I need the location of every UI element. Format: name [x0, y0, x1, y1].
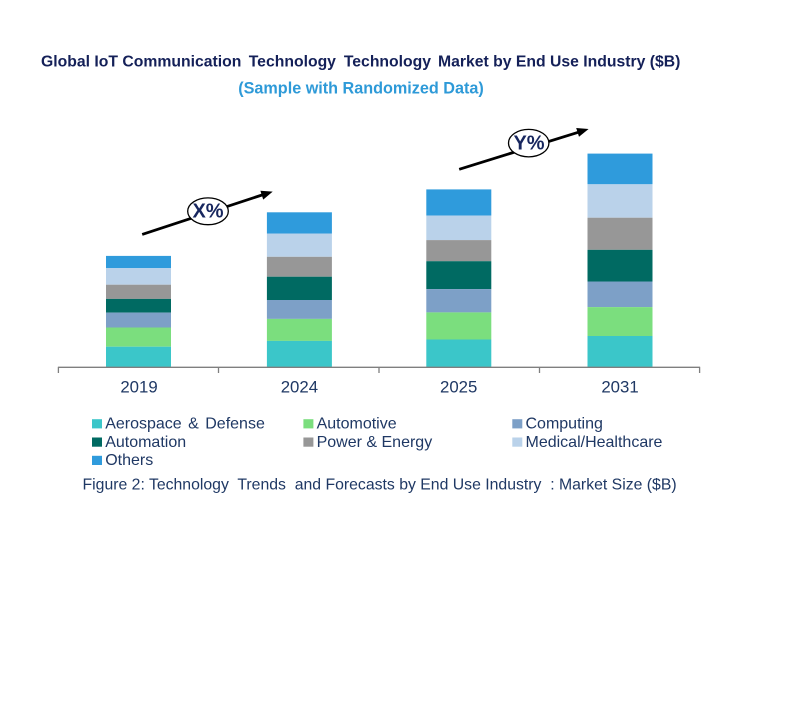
svg-text:2024: 2024: [281, 378, 318, 397]
svg-text:Automotive: Automotive: [317, 416, 397, 433]
svg-text:X%: X%: [192, 201, 223, 223]
svg-text:Computing: Computing: [526, 416, 603, 433]
svg-text:Others: Others: [105, 452, 153, 469]
svg-text:Global IoT Communication Techn: Global IoT Communication Technology Tech…: [41, 54, 680, 71]
svg-text:2031: 2031: [601, 378, 638, 397]
svg-text:Medical/Healthcare: Medical/Healthcare: [526, 434, 663, 451]
svg-text:Figure 2: Technology Trends: Figure 2: Technology Trends and Forecast…: [83, 477, 677, 494]
svg-text:(Sample with Randomized Data): (Sample with Randomized Data): [238, 80, 484, 98]
svg-text:Aerospace & Defense: Aerospace & Defense: [105, 416, 265, 433]
svg-text:2019: 2019: [120, 378, 157, 397]
svg-text:2025: 2025: [440, 378, 477, 397]
svg-text:Power & Energy: Power & Energy: [317, 434, 433, 451]
svg-text:Automation: Automation: [105, 434, 186, 451]
svg-text:Y%: Y%: [513, 132, 544, 154]
